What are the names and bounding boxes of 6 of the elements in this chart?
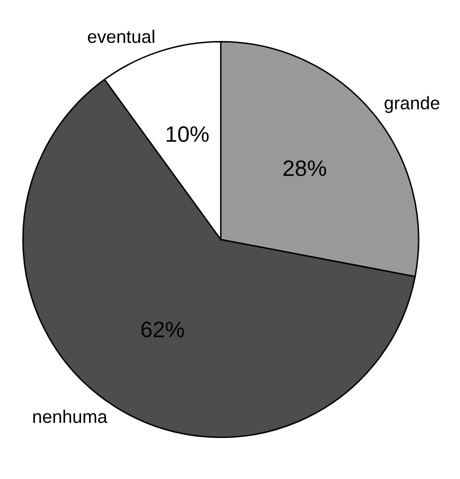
slice-label: eventual: [88, 30, 154, 44]
data-label: 28%: [284, 160, 326, 176]
data-label: 10%: [166, 126, 209, 142]
slice-label: grande: [384, 96, 440, 113]
slice-label: nenhuma: [33, 410, 108, 424]
data-label: 62%: [141, 322, 184, 338]
